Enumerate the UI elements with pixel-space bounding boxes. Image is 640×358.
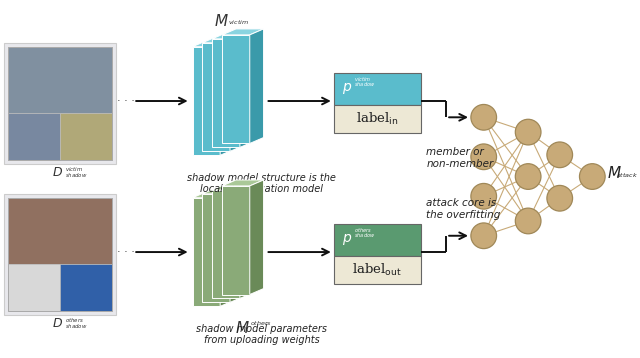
- FancyBboxPatch shape: [60, 112, 111, 160]
- FancyBboxPatch shape: [333, 105, 420, 132]
- FancyBboxPatch shape: [333, 256, 420, 284]
- Text: $^{others}$: $^{others}$: [250, 320, 272, 329]
- Text: label$_{\mathrm{out}}$: label$_{\mathrm{out}}$: [352, 262, 402, 278]
- Text: $_{attack}$: $_{attack}$: [616, 171, 638, 180]
- Polygon shape: [250, 29, 264, 144]
- Text: from uploading weights: from uploading weights: [204, 335, 319, 345]
- Text: $M$: $M$: [214, 13, 228, 29]
- Polygon shape: [212, 39, 240, 147]
- Polygon shape: [202, 43, 230, 151]
- Circle shape: [579, 164, 605, 189]
- Text: $p$: $p$: [342, 232, 353, 247]
- Text: · · ·: · · ·: [118, 96, 135, 106]
- Polygon shape: [193, 198, 220, 306]
- Text: $D$: $D$: [52, 317, 63, 330]
- Text: shadow model parameters: shadow model parameters: [196, 324, 327, 334]
- Polygon shape: [230, 188, 244, 303]
- Polygon shape: [193, 192, 234, 198]
- Text: member or: member or: [426, 147, 484, 157]
- FancyBboxPatch shape: [60, 263, 111, 311]
- Polygon shape: [193, 47, 220, 155]
- Polygon shape: [202, 188, 244, 194]
- Text: non-member: non-member: [426, 159, 493, 169]
- Text: the overfitting: the overfitting: [426, 210, 501, 220]
- Text: $^{others}_{shadow}$: $^{others}_{shadow}$: [65, 316, 87, 331]
- Circle shape: [471, 223, 497, 248]
- Polygon shape: [250, 180, 264, 295]
- Polygon shape: [202, 37, 244, 43]
- FancyBboxPatch shape: [8, 198, 111, 263]
- Text: $p$: $p$: [342, 81, 353, 96]
- Polygon shape: [222, 180, 264, 186]
- Text: $^{victim}_{shadow}$: $^{victim}_{shadow}$: [355, 75, 376, 88]
- Text: shadow model structure is the: shadow model structure is the: [187, 173, 336, 183]
- FancyBboxPatch shape: [8, 47, 111, 112]
- Polygon shape: [230, 37, 244, 151]
- FancyBboxPatch shape: [4, 43, 115, 164]
- Polygon shape: [220, 192, 234, 306]
- Circle shape: [471, 144, 497, 170]
- FancyBboxPatch shape: [8, 112, 60, 160]
- Polygon shape: [212, 190, 240, 299]
- Polygon shape: [222, 29, 264, 35]
- Text: label$_{\mathrm{in}}$: label$_{\mathrm{in}}$: [356, 111, 398, 127]
- Text: local classification model: local classification model: [200, 184, 323, 194]
- Circle shape: [547, 142, 573, 168]
- Circle shape: [515, 208, 541, 234]
- Polygon shape: [220, 41, 234, 155]
- FancyBboxPatch shape: [4, 194, 115, 315]
- Text: · · ·: · · ·: [118, 247, 135, 257]
- Text: $^{victim}$: $^{victim}$: [228, 20, 249, 29]
- Text: attack core is: attack core is: [426, 198, 497, 208]
- Polygon shape: [222, 186, 250, 295]
- Circle shape: [515, 119, 541, 145]
- Polygon shape: [222, 35, 250, 144]
- Polygon shape: [202, 194, 230, 303]
- Text: $^{victim}_{shadow}$: $^{victim}_{shadow}$: [65, 165, 87, 180]
- Polygon shape: [240, 184, 253, 299]
- Text: $D$: $D$: [52, 166, 63, 179]
- Text: $^{others}_{shadow}$: $^{others}_{shadow}$: [355, 226, 376, 239]
- Polygon shape: [212, 33, 253, 39]
- Polygon shape: [212, 184, 253, 190]
- Circle shape: [471, 183, 497, 209]
- FancyBboxPatch shape: [333, 224, 420, 256]
- Circle shape: [515, 164, 541, 189]
- Text: $M$: $M$: [607, 165, 622, 180]
- FancyBboxPatch shape: [333, 73, 420, 105]
- Polygon shape: [193, 41, 234, 47]
- Circle shape: [547, 185, 573, 211]
- Text: $M$: $M$: [236, 320, 250, 336]
- Polygon shape: [240, 33, 253, 147]
- FancyBboxPatch shape: [8, 263, 60, 311]
- Circle shape: [471, 105, 497, 130]
